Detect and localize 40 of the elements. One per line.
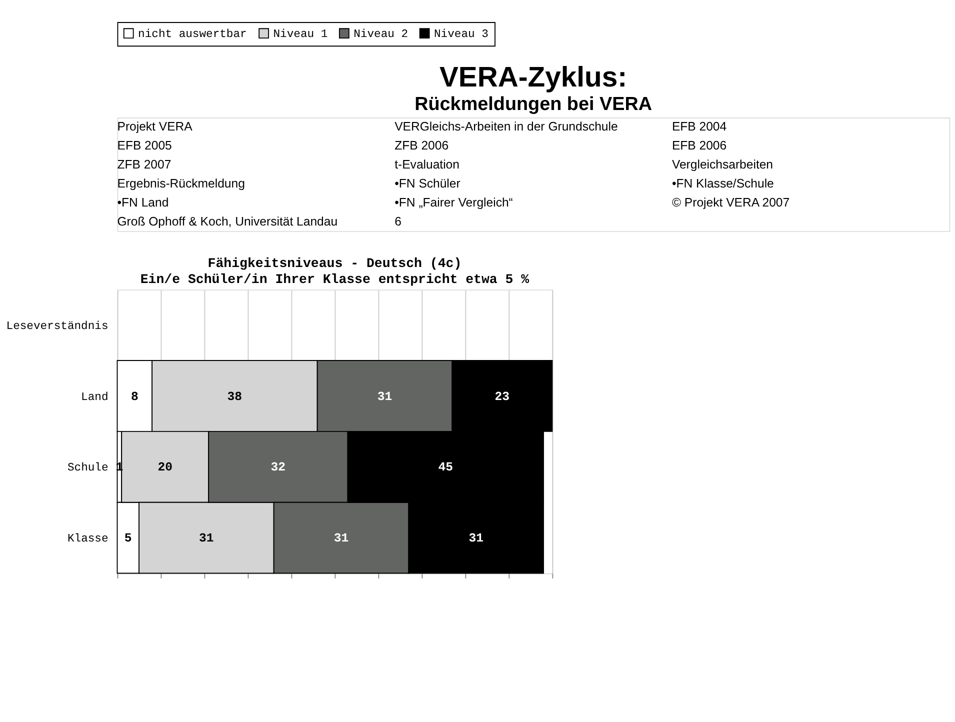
chart-title: Fähigkeitsniveaus - Deutsch (4c) [208,256,462,271]
legend-label: Niveau 2 [354,28,408,42]
text: •FN Land [117,195,169,210]
y-tick-label: Land [81,390,108,404]
text: EFB 2006 [672,138,727,153]
text: t-Evaluation [394,158,460,172]
data-label: 20 [158,460,172,475]
text: Projekt VERA [117,120,194,134]
data-label: 23 [494,390,510,404]
legend-label: Niveau 3 [434,28,489,42]
text: EFB 2005 [117,138,172,153]
data-label: 31 [468,532,484,546]
y-tick-label: Leseverständnis [6,320,108,333]
legend-label: Niveau 1 [273,28,328,42]
text: Ergebnis-Rückmeldung [117,176,246,190]
text: © Projekt VERA 2007 [672,195,790,210]
y-tick-label: Klasse [67,532,108,546]
text: Rückmeldungen bei VERA [414,94,652,115]
data-label: 8 [130,390,138,404]
text: EFB 2004 [672,120,727,134]
data-label: 32 [270,460,286,475]
y-tick-label: Schule [67,462,108,475]
data-label: 38 [227,390,242,404]
text: ZFB 2006 [394,138,449,153]
data-label: 5 [124,532,132,546]
text: 6 [394,214,402,228]
text: •FN Schüler [394,176,460,190]
data-label: 31 [199,532,214,546]
data-label: 45 [438,460,454,475]
text: ZFB 2007 [117,158,172,172]
text: Vergleichsarbeiten [672,158,774,172]
text: VERGleichs-Arbeiten in der Grundschule [394,120,618,134]
text: VERA-Zyklus: [440,61,628,94]
chart-subtitle: Ein/e Schüler/in Ihrer Klasse entspricht etwa 5 % [140,272,530,287]
text: Groß Ophoff & Koch, Universität Landau [117,214,338,228]
data-label: 31 [377,390,392,404]
data-label: 31 [334,532,349,546]
legend-label: nicht auswertbar [138,28,247,42]
text: •FN Klasse/Schule [672,176,774,190]
text: •FN „Fairer Vergleich“ [394,195,513,210]
